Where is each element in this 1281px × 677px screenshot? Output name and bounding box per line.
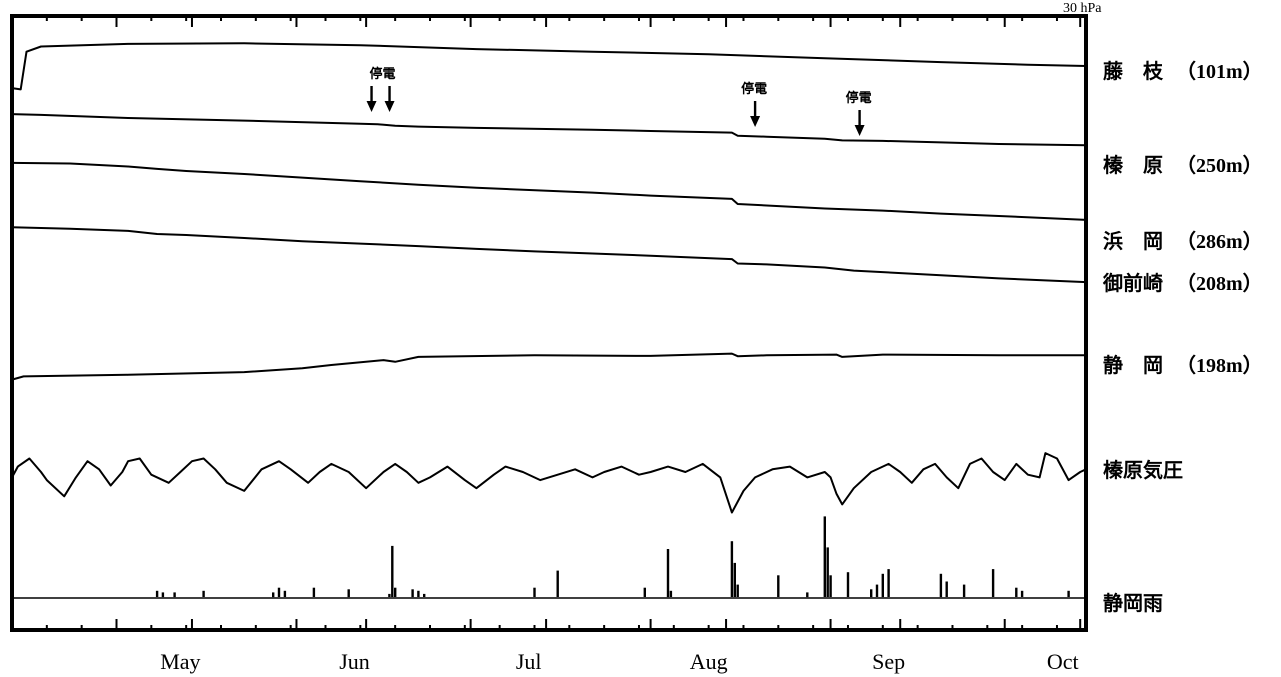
series-label-name: 静 岡 (1103, 353, 1163, 377)
series-labels: 藤 枝 （101m） 榛 原 （250m） 浜 岡 （286m） 御前崎 （208m） 静 岡 （… (1102, 59, 1263, 615)
trace-0 (11, 42, 1087, 91)
x-axis-month-labels: May Jun Jul Aug Sep Oct (160, 649, 1078, 674)
outage-arrow-head (384, 101, 395, 112)
rain-bar-7 (312, 587, 316, 597)
trace-2 (11, 161, 1087, 221)
series-label-depth: （250m） (1176, 154, 1263, 177)
month-label-may: May (160, 649, 200, 674)
rain-bar-2 (173, 592, 176, 598)
rain-bar-8 (347, 589, 350, 598)
rain-bar-19 (669, 590, 673, 597)
series-label-name: 榛 原 (1103, 154, 1163, 177)
rain-bar-28 (846, 572, 850, 597)
rain-bar-14 (423, 593, 426, 597)
rain-bar-38 (1020, 590, 1024, 597)
rain-bar-9 (388, 593, 391, 597)
rain-bar-34 (945, 581, 948, 597)
trace-1 (11, 113, 1087, 147)
rain-bar-16 (556, 570, 559, 597)
series-label-4: 静 岡 （198m） (1103, 353, 1263, 377)
series-label-2: 浜 岡 （286m） (1103, 230, 1263, 253)
rain-bar-23 (777, 575, 780, 597)
rain-bar-10 (391, 545, 394, 597)
trace-3 (11, 226, 1087, 284)
rain-bar-30 (875, 584, 879, 597)
series-label-depth: （286m） (1176, 230, 1263, 253)
outage-arrow-head (750, 116, 761, 127)
series-label-depth: （208m） (1176, 272, 1263, 295)
rain-bar-27 (829, 575, 832, 597)
rain-bar-24 (806, 592, 809, 598)
rain-bar-31 (881, 573, 884, 598)
rain-bar-32 (887, 569, 890, 597)
rain-bar-0 (155, 590, 159, 597)
series-label-depth: （198m） (1176, 354, 1263, 377)
month-label-oct: Oct (1047, 649, 1079, 674)
series-label-6: 静岡雨 (1103, 591, 1163, 615)
series-label-depth: （101m） (1176, 60, 1263, 83)
rain-bar-12 (411, 589, 414, 598)
outage-note: 停電 (370, 66, 396, 82)
rain-bar-5 (277, 587, 281, 597)
outage-arrow-head (854, 125, 865, 136)
rain-bar-4 (272, 592, 275, 598)
month-label-aug: Aug (690, 649, 728, 674)
rain-bar-37 (1015, 587, 1018, 597)
corner-note: 30 hPa (1063, 1, 1102, 16)
month-label-jul: Jul (516, 649, 542, 674)
trace-4 (11, 352, 1086, 381)
outage-note: 停電 (846, 90, 872, 106)
rain-bar-26 (826, 547, 829, 597)
series-label-name: 藤 枝 (1102, 59, 1164, 83)
series-label-name: 浜 岡 (1103, 230, 1163, 253)
rain-bar-3 (202, 590, 205, 597)
series-label-name: 御前崎 (1102, 271, 1163, 295)
rain-bar-1 (161, 592, 165, 598)
rain-bar-22 (736, 584, 739, 597)
rain-bar-29 (870, 589, 873, 598)
rain-bar-18 (666, 549, 670, 598)
plot-frame (10, 14, 1088, 632)
month-label-sep: Sep (872, 649, 905, 674)
outage-arrow-head (366, 101, 377, 112)
rain-bar-6 (283, 590, 287, 597)
rain-bar-33 (939, 573, 943, 598)
rain-bar-21 (733, 562, 736, 597)
traces (11, 42, 1087, 514)
series-label-3: 御前崎 （208m） (1102, 271, 1263, 295)
rain-bar-39 (1067, 590, 1070, 597)
rain-bar-36 (991, 569, 995, 597)
trace-pressure (11, 452, 1087, 514)
outage-note: 停電 (741, 81, 767, 97)
rain-bar-15 (533, 587, 536, 597)
series-label-1: 榛 原 （250m） (1103, 154, 1263, 177)
rain-bar-35 (962, 584, 966, 597)
rain-bar-13 (417, 590, 420, 597)
rain-bar-17 (643, 587, 646, 597)
series-label-0: 藤 枝 （101m） (1102, 59, 1263, 83)
x-axis-ticks (11, 16, 1082, 630)
series-label-5: 榛原気圧 (1103, 458, 1183, 482)
month-label-jun: Jun (339, 649, 370, 674)
rain-bar-25 (823, 516, 826, 597)
rain-bars (12, 516, 1086, 599)
rain-bar-20 (730, 541, 734, 597)
rain-bar-11 (394, 587, 397, 597)
